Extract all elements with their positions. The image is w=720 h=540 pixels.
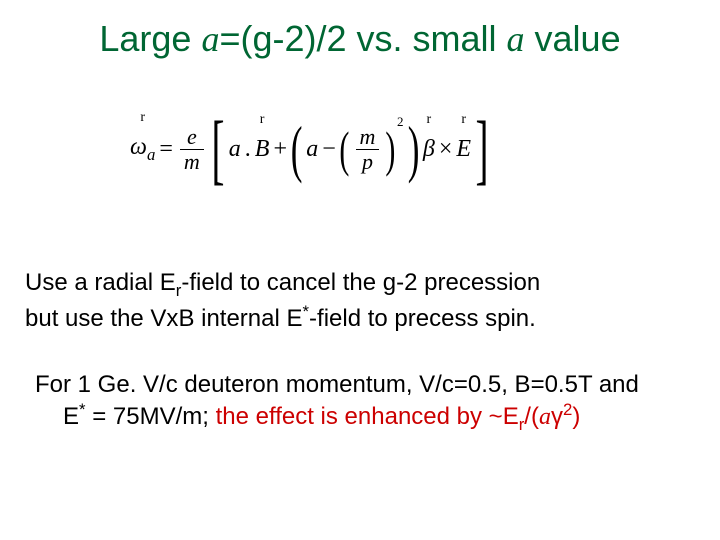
slide-title: Large a=(g-2)/2 vs. small a value — [0, 18, 720, 60]
title-text-2: =(g-2)/2 vs. small — [219, 18, 506, 59]
p2-l2c: = 75MV/m; — [86, 403, 216, 430]
B-symbol: B — [255, 136, 270, 162]
p2-l2g: a — [539, 404, 551, 430]
formula-region: r ωa = e m [ a. r B + ( a − ( m p ) 2 ) … — [130, 110, 590, 220]
minus-sign: − — [322, 136, 336, 163]
beta-symbol: β — [423, 136, 435, 162]
omega-vector: r ωa — [130, 134, 155, 165]
cross-sign: × — [439, 136, 453, 163]
p2-l2j: ) — [572, 403, 580, 430]
vec-mark-beta: r — [426, 112, 431, 128]
E-symbol: E — [456, 136, 471, 162]
squared: 2 — [397, 114, 404, 130]
p2-l2f: /( — [524, 403, 539, 430]
beta-vector: r β — [423, 136, 435, 163]
E-vector: r E — [456, 136, 471, 163]
equals-sign: = — [159, 136, 173, 163]
lparen-inner: ( — [339, 124, 349, 174]
title-text-3: value — [525, 18, 621, 59]
frac-e-over-m: e m — [180, 126, 204, 173]
p1-l2d: -field to precess spin. — [309, 305, 536, 332]
right-bracket: ] — [476, 110, 489, 188]
rparen-outer: ) — [407, 117, 419, 181]
omega-symbol: ω — [130, 134, 147, 160]
p2-highlight: the effect is enhanced by ~Er/(aγ2) — [216, 403, 581, 430]
frac1-num: e — [183, 126, 201, 148]
p1-l2b: B internal E — [178, 305, 302, 332]
term-a: a — [229, 136, 241, 163]
term-a2: a — [306, 136, 318, 163]
p2-l2d: the effect is enhanced by ~E — [216, 403, 519, 430]
paragraph-1: Use a radial Er-field to cancel the g-2 … — [25, 268, 700, 334]
p2-line2: E* = 75MV/m; the effect is enhanced by ~… — [35, 400, 580, 436]
title-a-1: a — [201, 19, 219, 59]
p2-l2a: E — [63, 403, 79, 430]
vec-mark-B: r — [260, 112, 265, 128]
left-bracket: [ — [211, 110, 224, 188]
p2-l2i: 2 — [563, 400, 572, 419]
frac2-num: m — [356, 126, 380, 148]
term-dot: . — [245, 136, 251, 163]
p2-l1: For 1 Ge. V/c deuteron momentum, V/c=0.5… — [35, 371, 639, 398]
frac-m-over-p: m p — [356, 126, 380, 173]
frac2-den: p — [358, 151, 377, 173]
p1-l1a: Use a radial E — [25, 269, 176, 296]
vec-mark-omega: r — [140, 110, 145, 126]
omega-sub: a — [147, 144, 155, 163]
title-a-2: a — [507, 19, 525, 59]
frac1-den: m — [180, 151, 204, 173]
p1-l1c: -field to cancel the g-2 precession — [181, 269, 540, 296]
p1-l2a: but use the Vx — [25, 305, 178, 332]
title-text-1: Large — [99, 18, 201, 59]
omega-a-formula: r ωa = e m [ a. r B + ( a − ( m p ) 2 ) … — [130, 110, 590, 188]
p2-l2h: γ — [551, 403, 563, 430]
rparen-inner: ) — [386, 124, 396, 174]
lparen-outer: ( — [291, 117, 303, 181]
vec-mark-E: r — [461, 112, 466, 128]
plus-sign: + — [273, 136, 287, 163]
B-vector: r B — [255, 136, 270, 163]
paragraph-2: For 1 Ge. V/c deuteron momentum, V/c=0.5… — [35, 370, 710, 436]
